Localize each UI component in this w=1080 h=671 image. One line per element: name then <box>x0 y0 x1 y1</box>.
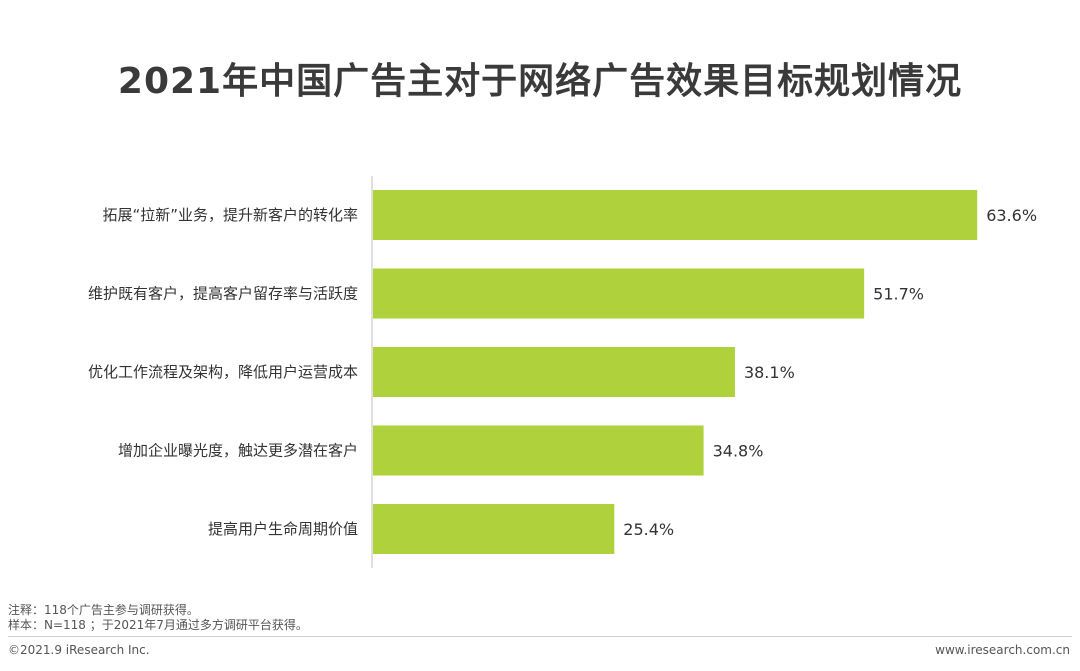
bar <box>373 190 978 240</box>
category-label: 优化工作流程及架构，降低用户运营成本 <box>88 363 358 381</box>
note-sample: 样本：N=118 ；于2021年7月通过多方调研平台获得。 <box>8 618 308 632</box>
value-label: 34.8% <box>713 442 764 461</box>
footer-copyright: ©2021.9 iResearch Inc. <box>8 643 150 657</box>
bar-chart: 拓展“拉新”业务，提升新客户的转化率 63.6% 维护既有客户，提高客户留存率与活跃… <box>88 176 1037 568</box>
notes: 注释：118个广告主参与调研获得。 样本：N=118 ；于2021年7月通过多方… <box>8 603 308 633</box>
category-label: 增加企业曝光度，触达更多潜在客户 <box>118 442 358 460</box>
footer-divider <box>8 636 1072 637</box>
bar <box>373 504 615 554</box>
chart-title: 2021年中国广告主对于网络广告效果目标规划情况 <box>117 61 963 102</box>
bar <box>373 268 865 319</box>
category-label: 维护既有客户，提高客户留存率与活跃度 <box>88 285 358 303</box>
bar <box>373 425 704 476</box>
value-label: 25.4% <box>623 520 674 539</box>
bar <box>373 347 735 397</box>
note-comment: 注释：118个广告主参与调研获得。 <box>8 603 199 617</box>
value-label: 38.1% <box>744 363 795 382</box>
category-label: 拓展“拉新”业务，提升新客户的转化率 <box>102 206 358 224</box>
value-label: 63.6% <box>986 206 1037 225</box>
category-label: 提高用户生命周期价值 <box>208 520 358 538</box>
footer-website: www.iresearch.com.cn <box>935 643 1070 657</box>
value-label: 51.7% <box>873 285 924 304</box>
